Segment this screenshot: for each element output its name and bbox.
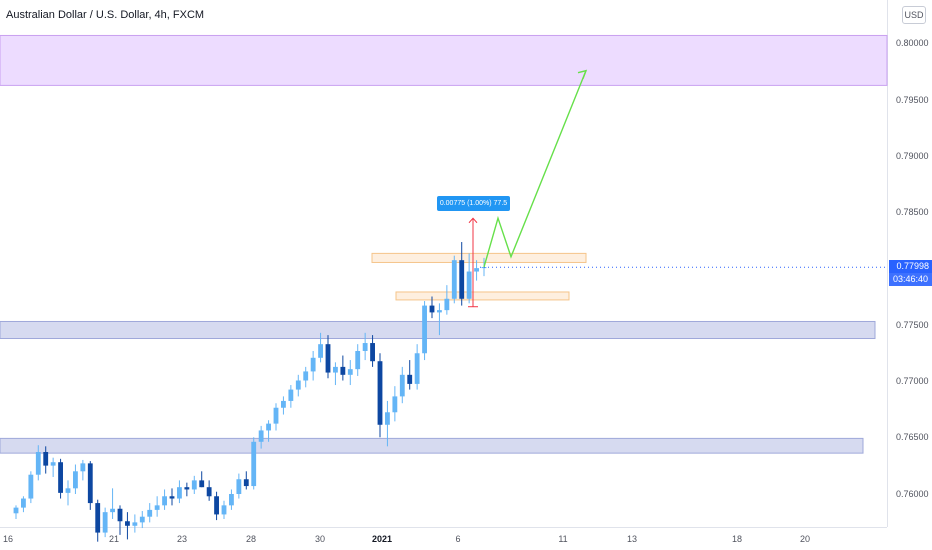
candle-body (35, 452, 41, 475)
candle-body (139, 516, 145, 523)
candle-body (466, 271, 472, 299)
candle-body (117, 508, 123, 522)
x-tick-label: 20 (799, 534, 811, 544)
candle-body (177, 487, 182, 499)
candle-body (21, 498, 26, 508)
x-tick-label: 21 (108, 534, 120, 544)
candle-body (451, 260, 457, 299)
entry-zone (395, 291, 570, 301)
candle-body (273, 407, 279, 424)
x-tick-label: 23 (176, 534, 188, 544)
candle-body (87, 463, 93, 504)
candle-body (422, 305, 427, 354)
resistance-zone (0, 34, 888, 86)
chart-title: Australian Dollar / U.S. Dollar, 4h, FXC… (6, 9, 205, 21)
x-tick-label: 2021 (371, 534, 393, 544)
candle-body (58, 462, 63, 493)
support-zone (0, 320, 876, 340)
candle-body (65, 488, 71, 493)
candle-body (281, 400, 286, 408)
last-price-tag: 0.77998 (889, 260, 932, 273)
candle-body (310, 357, 316, 372)
candle-body (191, 480, 197, 490)
candle-body (318, 344, 323, 358)
candle-body (162, 496, 167, 506)
candle-body (429, 305, 435, 313)
currency-button[interactable]: USD (902, 6, 926, 24)
candle-body (347, 369, 353, 375)
x-tick-label: 30 (314, 534, 326, 544)
candle-body (184, 487, 190, 490)
x-tick-label: 18 (731, 534, 743, 544)
last-price-value: 0.77998 (896, 261, 929, 271)
candle-body (399, 374, 405, 397)
candle-body (288, 389, 294, 401)
candle-body (236, 479, 242, 494)
candle-body (251, 441, 257, 487)
candle-body (444, 298, 450, 311)
bar-countdown: 03:46:40 (889, 273, 932, 286)
candle-body (459, 260, 465, 299)
candle-body (95, 503, 101, 533)
y-tick-label: 0.80000 (896, 38, 929, 48)
candle-body (303, 371, 309, 381)
candle-body (199, 480, 205, 488)
candle-body (102, 512, 108, 533)
candle-body (154, 505, 160, 510)
projection-arrow-head (577, 69, 588, 79)
candle-body (392, 396, 398, 413)
projection-path (483, 70, 587, 268)
y-tick-label: 0.76500 (896, 432, 929, 442)
y-tick-label: 0.79000 (896, 151, 929, 161)
candle-body (229, 494, 234, 506)
candle-body (214, 496, 219, 515)
y-tick-label: 0.79500 (896, 95, 929, 105)
candle-body (50, 462, 56, 466)
measure-arrow (468, 217, 478, 224)
candle-body (355, 350, 361, 370)
x-tick-label: 6 (455, 534, 461, 544)
candle-body (206, 487, 212, 497)
candle-body (169, 496, 175, 499)
candle-body (407, 374, 413, 384)
y-tick-label: 0.78500 (896, 207, 929, 217)
y-tick-label: 0.77500 (896, 320, 929, 330)
candle-body (258, 430, 264, 442)
candle-body (414, 353, 420, 384)
x-tick-label: 28 (245, 534, 257, 544)
candle-body (266, 423, 271, 431)
measure-label[interactable]: 0.00775 (1.00%) 77.5 (437, 196, 510, 211)
candle-body (385, 412, 390, 425)
candle-body (147, 509, 153, 517)
candle-body (80, 463, 86, 472)
candle-body (243, 479, 249, 487)
candle-body (377, 361, 383, 425)
y-tick-label: 0.76000 (896, 489, 929, 499)
y-tick-label: 0.77000 (896, 376, 929, 386)
candle-body (333, 366, 338, 373)
candle-body (325, 344, 331, 373)
candle-body (221, 505, 227, 515)
candle-body (43, 452, 49, 466)
candle-body (125, 521, 130, 526)
x-tick-label: 11 (558, 534, 568, 544)
candle-body (340, 366, 346, 375)
candle-body (474, 268, 479, 272)
candle-body (110, 508, 115, 513)
candle-body (28, 474, 34, 499)
entry-zone (371, 252, 587, 263)
support-zone (0, 437, 864, 454)
x-tick-label: 16 (2, 534, 14, 544)
candle-body (437, 310, 442, 313)
candle-body (13, 507, 19, 514)
x-tick-label: 13 (626, 534, 638, 544)
candle-body (73, 471, 78, 489)
candle-body (370, 343, 375, 362)
candle-body (362, 343, 368, 351)
candle-body (295, 380, 301, 390)
candle-body (132, 522, 138, 526)
